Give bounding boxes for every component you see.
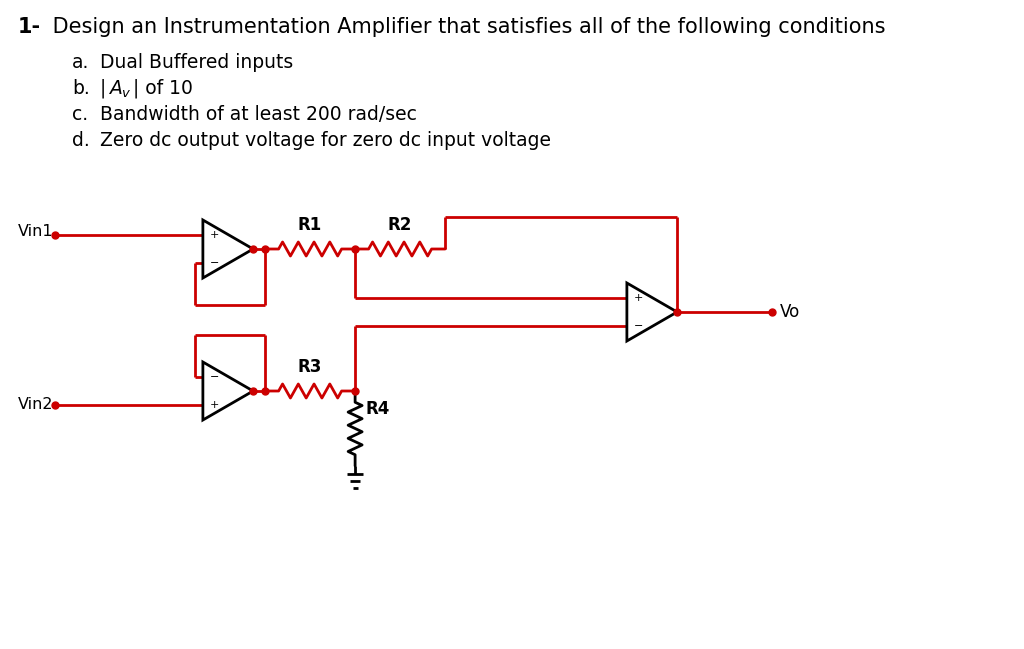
Text: R1: R1 (298, 216, 323, 234)
Text: |: | (100, 79, 106, 99)
Text: +: + (210, 230, 219, 240)
Text: d.: d. (72, 131, 90, 150)
Text: c.: c. (72, 105, 88, 124)
Text: +: + (634, 293, 643, 303)
Text: Zero dc output voltage for zero dc input voltage: Zero dc output voltage for zero dc input… (100, 131, 551, 150)
Text: −: − (634, 321, 643, 331)
Text: Vo: Vo (780, 303, 801, 321)
Text: | of 10: | of 10 (133, 79, 193, 99)
Polygon shape (203, 220, 253, 278)
Text: +: + (210, 400, 219, 410)
Polygon shape (627, 283, 677, 341)
Text: Vin2: Vin2 (18, 397, 53, 412)
Text: Bandwidth of at least 200 rad/sec: Bandwidth of at least 200 rad/sec (100, 105, 417, 124)
Text: −: − (210, 258, 219, 268)
Text: R3: R3 (298, 358, 323, 376)
Text: 1-: 1- (18, 17, 41, 37)
Text: a.: a. (72, 53, 89, 72)
Text: Design an Instrumentation Amplifier that satisfies all of the following conditio: Design an Instrumentation Amplifier that… (46, 17, 886, 37)
Text: Dual Buffered inputs: Dual Buffered inputs (100, 53, 293, 72)
Text: −: − (210, 372, 219, 382)
Text: Vin1: Vin1 (18, 223, 53, 239)
Polygon shape (203, 362, 253, 420)
Text: R2: R2 (388, 216, 413, 234)
Text: R4: R4 (366, 400, 389, 418)
Text: $A_v$: $A_v$ (108, 79, 132, 101)
Text: b.: b. (72, 79, 90, 98)
